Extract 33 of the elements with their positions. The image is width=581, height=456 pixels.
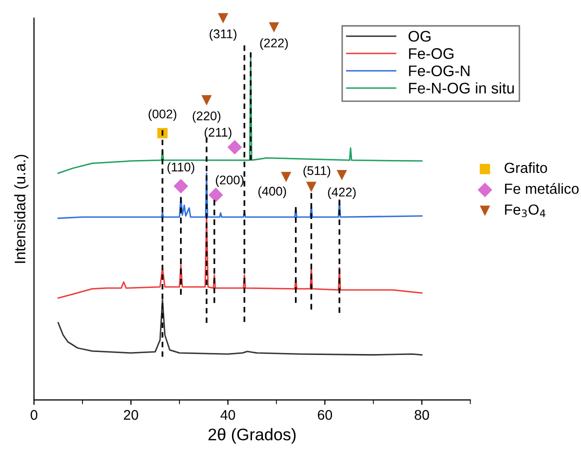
legend-label: Fe-OG <box>409 48 454 59</box>
point <box>306 182 316 192</box>
y-axis-title: Intensidad (u.a.) <box>14 154 28 263</box>
point <box>174 178 188 194</box>
legend-label: Fe metálico <box>505 183 579 194</box>
annotation: (511) <box>304 166 330 178</box>
point <box>208 188 224 202</box>
x-tick-label: 20 <box>124 410 138 420</box>
legend-label: Fe$_{3}$O$_{4}$ <box>505 204 546 218</box>
point <box>336 170 347 180</box>
x-tick-label: 40 <box>220 410 236 420</box>
annotation: (211) <box>204 128 232 140</box>
x-tick-label: 80 <box>414 410 430 420</box>
x-tick-label: 0 <box>30 410 38 420</box>
annotation: (002) <box>148 109 176 121</box>
point <box>218 13 228 24</box>
legend-label: OG <box>408 30 430 42</box>
legend-label: Fe-OG-N <box>409 65 470 76</box>
point <box>268 22 280 33</box>
annotation: (400) <box>258 186 286 198</box>
legend-label: Fe-N-OG in situ <box>409 82 514 94</box>
x-tick-label: 60 <box>318 410 332 420</box>
point <box>201 95 212 106</box>
point <box>280 172 292 182</box>
annotation: (222) <box>260 38 288 50</box>
annotation: (200) <box>216 175 244 187</box>
legend-label: Grafito <box>504 162 548 174</box>
x-axis-title: 2θ (Grados) <box>208 428 296 444</box>
annotation: (220) <box>192 111 220 123</box>
annotation: (422) <box>328 187 356 199</box>
annotation: (110) <box>168 162 194 174</box>
point <box>227 140 242 155</box>
annotation: (311) <box>210 29 236 41</box>
